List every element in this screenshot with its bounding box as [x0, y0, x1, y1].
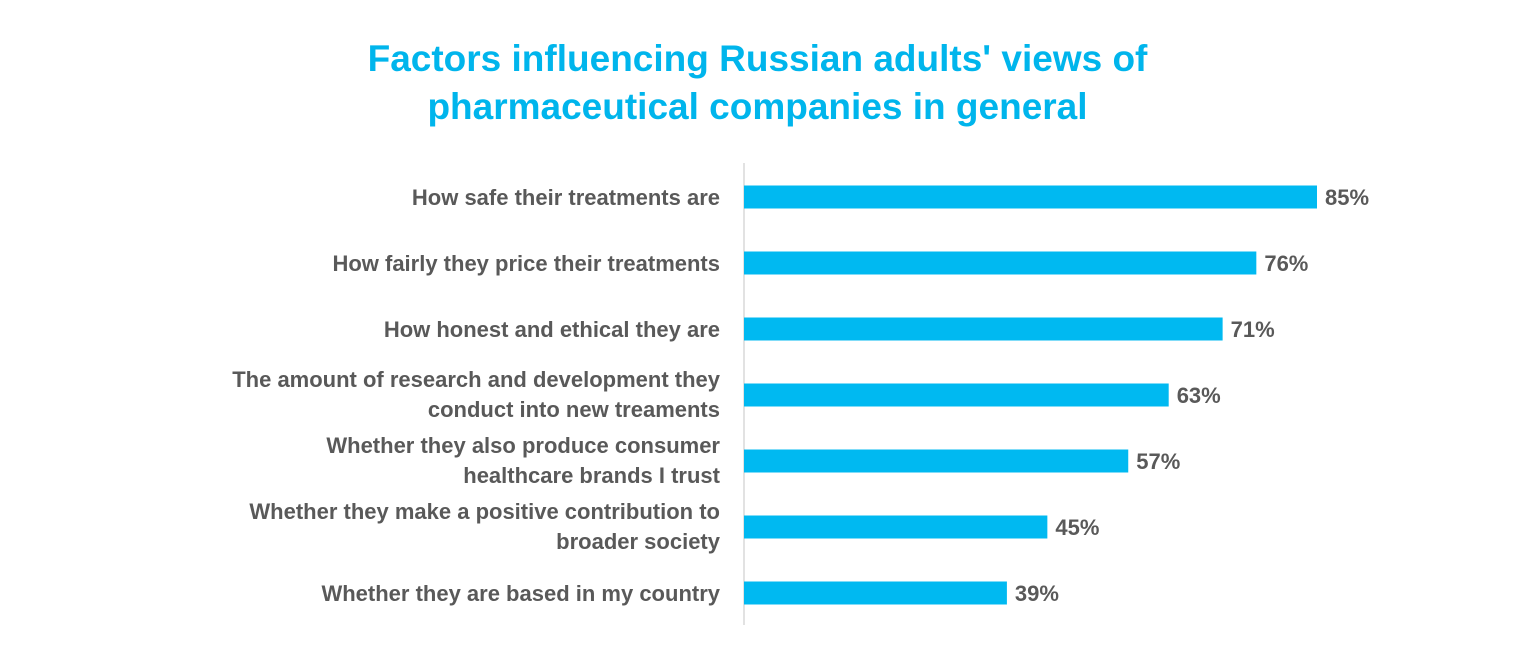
- value-label: 71%: [1231, 317, 1275, 342]
- value-label: 76%: [1264, 251, 1308, 276]
- bar: [744, 449, 1129, 473]
- value-label: 63%: [1177, 383, 1221, 408]
- category-label: conduct into new treaments: [428, 397, 720, 422]
- category-label: healthcare brands I trust: [463, 463, 720, 488]
- category-label: broader society: [556, 529, 721, 554]
- category-label: How fairly they price their treatments: [332, 251, 720, 276]
- category-label: The amount of research and development t…: [232, 367, 721, 392]
- bar: [744, 185, 1317, 209]
- category-label: Whether they are based in my country: [321, 581, 720, 606]
- category-label: Whether they also produce consumer: [326, 433, 720, 458]
- bar: [744, 581, 1007, 605]
- value-label: 57%: [1136, 449, 1180, 474]
- value-label: 85%: [1325, 185, 1369, 210]
- bar: [744, 317, 1223, 341]
- category-label: Whether they make a positive contributio…: [249, 499, 720, 524]
- bar: [744, 251, 1257, 275]
- bar: [744, 515, 1048, 539]
- bar: [744, 383, 1169, 407]
- value-label: 39%: [1015, 581, 1059, 606]
- chart-title-line-1: Factors influencing Russian adults' view…: [367, 38, 1148, 79]
- category-label: How honest and ethical they are: [384, 317, 720, 342]
- category-label: How safe their treatments are: [412, 185, 720, 210]
- value-label: 45%: [1055, 515, 1099, 540]
- chart-title-line-2: pharmaceutical companies in general: [427, 86, 1088, 127]
